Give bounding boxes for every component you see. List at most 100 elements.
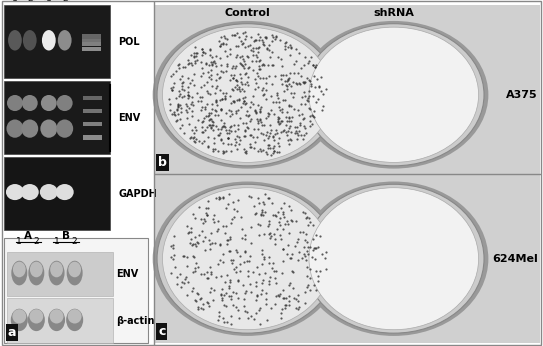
- Point: [240, 233, 249, 238]
- Point: [311, 256, 319, 262]
- Point: [185, 240, 194, 246]
- Point: [274, 114, 283, 119]
- Ellipse shape: [162, 27, 332, 162]
- Point: [270, 36, 279, 42]
- Point: [289, 80, 298, 85]
- Point: [218, 140, 227, 145]
- Point: [300, 245, 308, 250]
- Point: [243, 53, 251, 59]
- Point: [293, 81, 301, 86]
- Point: [241, 81, 250, 86]
- Point: [208, 83, 217, 89]
- Point: [167, 73, 176, 79]
- Point: [318, 107, 327, 113]
- Point: [301, 231, 310, 237]
- Point: [270, 137, 279, 142]
- Point: [260, 231, 269, 237]
- Point: [250, 76, 259, 82]
- Point: [222, 206, 231, 211]
- Point: [218, 97, 227, 102]
- Point: [239, 100, 248, 106]
- Point: [265, 43, 274, 48]
- Point: [199, 119, 208, 124]
- Point: [214, 227, 223, 232]
- Point: [298, 255, 306, 261]
- Point: [192, 53, 200, 58]
- Point: [254, 84, 262, 90]
- Point: [229, 199, 237, 204]
- Point: [235, 34, 243, 40]
- Point: [227, 108, 236, 114]
- Point: [279, 72, 288, 78]
- Point: [245, 253, 254, 258]
- Point: [238, 56, 247, 62]
- Point: [230, 32, 239, 37]
- Point: [178, 80, 186, 85]
- Point: [299, 137, 307, 142]
- Point: [252, 70, 261, 75]
- Point: [254, 120, 263, 126]
- Point: [176, 109, 185, 115]
- Point: [228, 111, 236, 117]
- Point: [242, 120, 251, 126]
- Point: [270, 301, 279, 307]
- Point: [250, 317, 258, 322]
- Point: [269, 99, 278, 104]
- Point: [186, 135, 194, 140]
- Point: [237, 226, 246, 231]
- Point: [290, 106, 299, 112]
- Point: [258, 247, 267, 253]
- Point: [321, 267, 330, 272]
- Point: [192, 240, 201, 245]
- Point: [294, 292, 302, 298]
- Point: [272, 100, 281, 105]
- Point: [183, 103, 192, 109]
- Point: [187, 229, 195, 234]
- Point: [197, 271, 205, 277]
- Point: [317, 74, 325, 80]
- Point: [274, 144, 283, 149]
- Point: [279, 287, 288, 293]
- Point: [275, 292, 284, 297]
- Point: [277, 72, 286, 78]
- Point: [189, 51, 198, 56]
- Point: [197, 98, 205, 103]
- Bar: [4, 5, 110, 78]
- Point: [278, 210, 287, 215]
- Point: [194, 306, 203, 311]
- Point: [180, 93, 188, 99]
- Point: [212, 274, 220, 279]
- Point: [216, 195, 224, 201]
- Point: [229, 63, 237, 69]
- Point: [258, 87, 267, 92]
- Point: [258, 208, 267, 213]
- Point: [258, 37, 267, 43]
- Point: [202, 60, 211, 65]
- Ellipse shape: [13, 262, 26, 277]
- Point: [227, 148, 236, 154]
- Point: [246, 145, 255, 150]
- Point: [216, 131, 225, 136]
- Point: [270, 268, 279, 274]
- Point: [165, 96, 173, 101]
- Point: [319, 92, 327, 97]
- Point: [256, 34, 264, 39]
- Point: [224, 135, 232, 141]
- Point: [188, 62, 197, 67]
- Point: [206, 91, 214, 97]
- Point: [262, 317, 271, 322]
- Point: [223, 130, 231, 136]
- Point: [311, 64, 319, 70]
- Point: [172, 68, 181, 74]
- Point: [168, 245, 177, 250]
- Point: [315, 84, 324, 89]
- Point: [225, 236, 234, 241]
- Point: [263, 129, 272, 135]
- Point: [246, 116, 255, 122]
- Point: [219, 40, 228, 46]
- Point: [197, 306, 205, 311]
- Point: [264, 218, 273, 224]
- Point: [187, 226, 195, 231]
- Point: [306, 219, 315, 224]
- Point: [172, 117, 181, 122]
